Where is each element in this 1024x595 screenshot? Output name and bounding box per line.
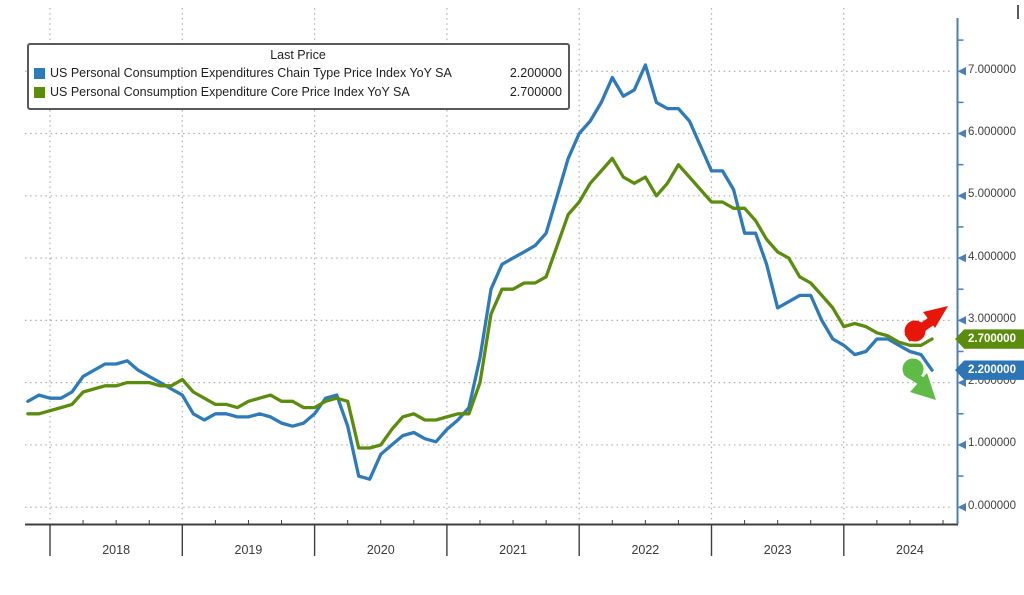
last-value-tag-core: 2.700000 xyxy=(955,329,1024,349)
x-axis-year-label: 2022 xyxy=(631,543,660,557)
x-axis-year-label: 2023 xyxy=(763,543,792,557)
legend-swatch-green xyxy=(34,87,45,98)
legend-swatch-blue xyxy=(34,68,45,79)
legend-item: US Personal Consumption Expenditure Core… xyxy=(34,83,562,102)
window-edge-mark xyxy=(1017,5,1019,19)
x-axis-year-label: 2020 xyxy=(366,543,395,557)
legend: Last Price US Personal Consumption Expen… xyxy=(27,43,570,110)
series-line-headline xyxy=(26,63,934,481)
legend-item-value: 2.200000 xyxy=(509,66,562,80)
x-axis-year-label: 2024 xyxy=(896,543,924,557)
y-axis-label: 3.000000 xyxy=(968,312,1016,325)
y-axis-label: 4.000000 xyxy=(968,250,1016,263)
legend-item-label: US Personal Consumption Expenditure Core… xyxy=(50,85,410,99)
x-axis xyxy=(25,520,958,556)
legend-title: Last Price xyxy=(270,48,326,62)
legend-item-value: 2.700000 xyxy=(509,85,562,99)
trend-down-arrow xyxy=(902,358,936,400)
y-axis-label: 6.000000 xyxy=(968,126,1016,139)
y-axis-label: 0.000000 xyxy=(968,499,1016,512)
x-axis-year-label: 2018 xyxy=(102,543,131,557)
legend-item: US Personal Consumption Expenditures Cha… xyxy=(34,64,562,83)
x-axis-year-label: 2019 xyxy=(234,543,263,557)
x-axis-year-label: 2021 xyxy=(499,543,527,557)
y-axis xyxy=(956,18,966,524)
y-axis-label: 5.000000 xyxy=(968,188,1016,201)
legend-item-label: US Personal Consumption Expenditures Cha… xyxy=(50,66,452,80)
last-value-tag-headline: 2.200000 xyxy=(955,360,1024,380)
y-axis-label: 1.000000 xyxy=(968,437,1016,450)
trend-up-arrow xyxy=(904,306,948,342)
series-line-core xyxy=(26,156,934,450)
y-axis-label: 7.000000 xyxy=(968,63,1016,76)
